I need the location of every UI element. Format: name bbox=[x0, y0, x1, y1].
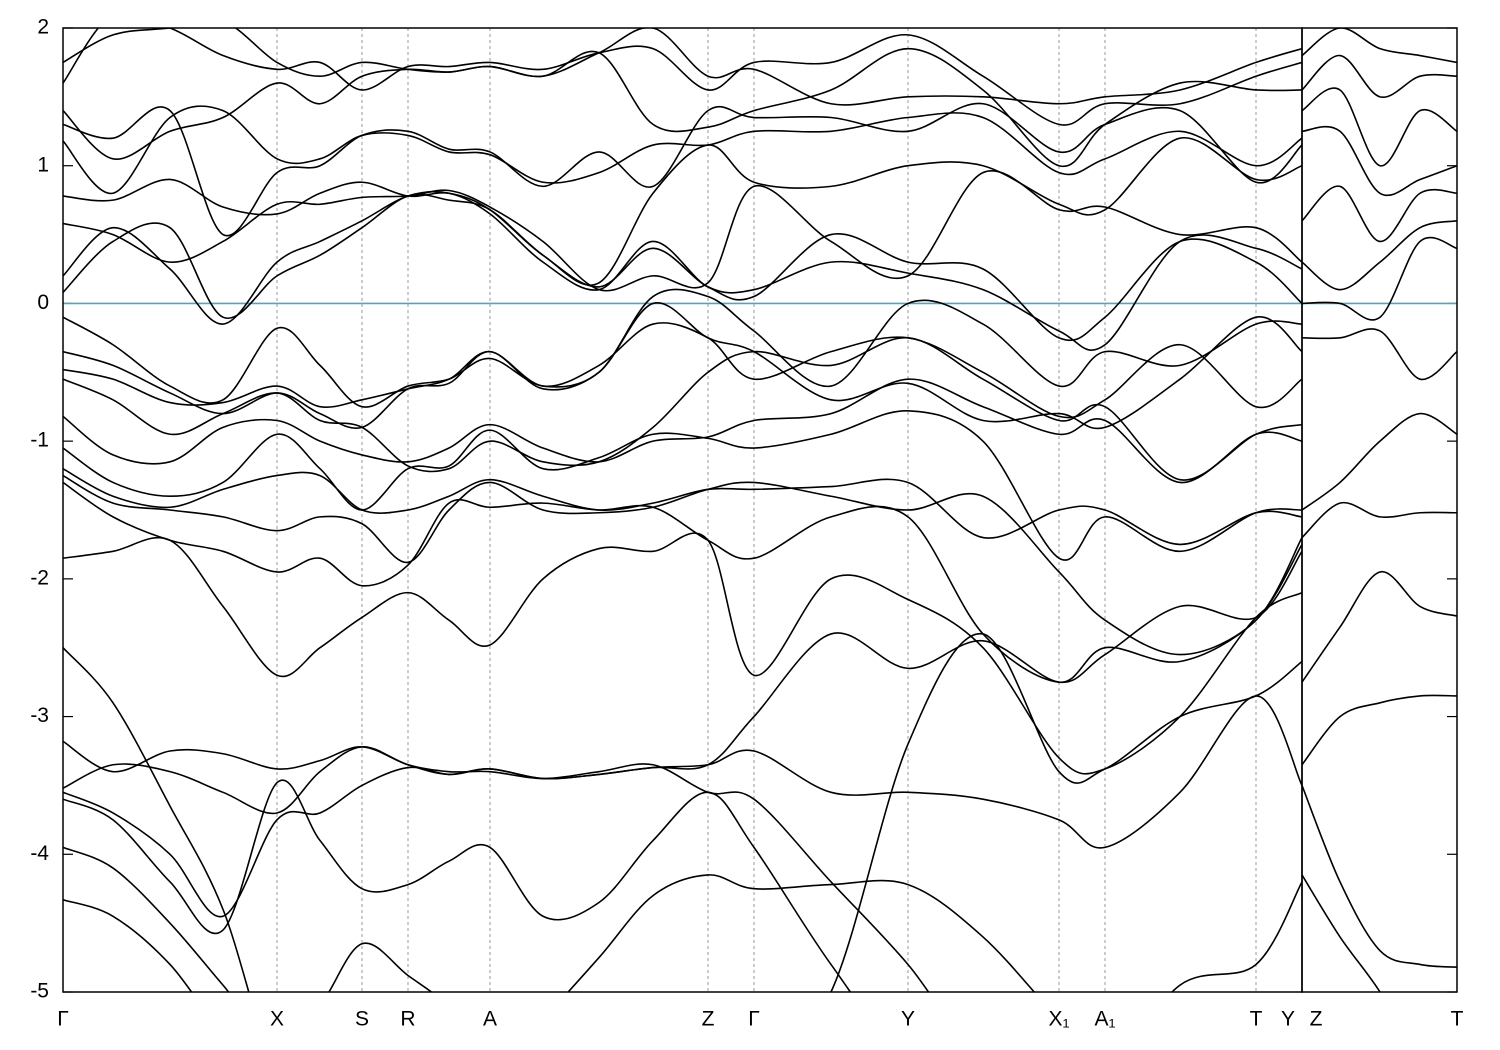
band-line bbox=[63, 633, 1302, 992]
band-line bbox=[63, 550, 1302, 780]
y-tick-label: -4 bbox=[30, 842, 49, 865]
band-line bbox=[1302, 236, 1457, 321]
x-tick-label: X₁ bbox=[1048, 1008, 1069, 1031]
x-tick-label: S bbox=[355, 1008, 369, 1031]
band-line bbox=[1302, 125, 1457, 196]
band-line bbox=[63, 302, 1302, 430]
band-line bbox=[63, 170, 1302, 292]
band-line bbox=[63, 288, 1302, 408]
x-tick-label: Y bbox=[1281, 1008, 1295, 1031]
band-line bbox=[1302, 87, 1457, 167]
band-line bbox=[63, 47, 1302, 168]
band-line bbox=[63, 337, 1302, 481]
band-line bbox=[63, 474, 1302, 656]
x-tick-label: Γ bbox=[748, 1008, 760, 1031]
band-line bbox=[63, 378, 1302, 484]
x-tick-label: R bbox=[400, 1008, 415, 1031]
band-line bbox=[63, 190, 1302, 351]
x-tick-label: Y bbox=[901, 1008, 915, 1031]
band-line bbox=[63, 874, 1036, 992]
bands bbox=[63, 28, 1302, 992]
x-tick-label: A bbox=[483, 1008, 497, 1031]
y-tick-label: 1 bbox=[37, 153, 49, 176]
band-line bbox=[63, 746, 930, 992]
y-tick-label: -2 bbox=[30, 566, 49, 589]
x-tick-label: Γ bbox=[57, 1008, 69, 1031]
band-line bbox=[63, 193, 1302, 342]
band-line bbox=[63, 532, 1302, 775]
y-tick-label: 2 bbox=[37, 16, 49, 39]
plot-frame bbox=[1301, 27, 1458, 993]
band-line bbox=[63, 779, 852, 992]
band-line bbox=[1302, 54, 1457, 98]
x-tick-label: T bbox=[1451, 1008, 1464, 1031]
band-line bbox=[63, 28, 1302, 106]
x-tick-label: A₁ bbox=[1094, 1008, 1115, 1031]
band-line bbox=[63, 481, 1302, 683]
band-line bbox=[1302, 185, 1457, 243]
band-line bbox=[1302, 571, 1457, 683]
band-line bbox=[63, 322, 1302, 419]
y-tick-label: -1 bbox=[30, 429, 49, 452]
band-line bbox=[1302, 874, 1381, 992]
x-tick-label: Z bbox=[1310, 1008, 1323, 1031]
band-line bbox=[63, 105, 1302, 195]
band-line bbox=[1302, 412, 1457, 511]
band-line bbox=[63, 410, 1302, 561]
band-line bbox=[1302, 694, 1457, 766]
x-tick-label: Z bbox=[702, 1008, 715, 1031]
band-line bbox=[1302, 328, 1457, 380]
band-line bbox=[63, 28, 1302, 126]
y-tick-label: 0 bbox=[37, 291, 49, 314]
y-tick-label: -5 bbox=[30, 980, 49, 1003]
band-line bbox=[1302, 220, 1457, 291]
x-tick-label: T bbox=[1250, 1008, 1263, 1031]
band-line bbox=[1302, 28, 1457, 64]
band-line bbox=[63, 467, 1302, 546]
bands bbox=[1302, 28, 1457, 992]
x-tick-label: X bbox=[270, 1008, 284, 1031]
plot-frame bbox=[62, 27, 1303, 993]
band-line bbox=[63, 137, 1302, 286]
y-tick-label: -3 bbox=[30, 704, 49, 727]
band-line bbox=[1302, 501, 1457, 539]
band-line bbox=[1302, 785, 1457, 969]
band-line bbox=[63, 102, 1302, 237]
